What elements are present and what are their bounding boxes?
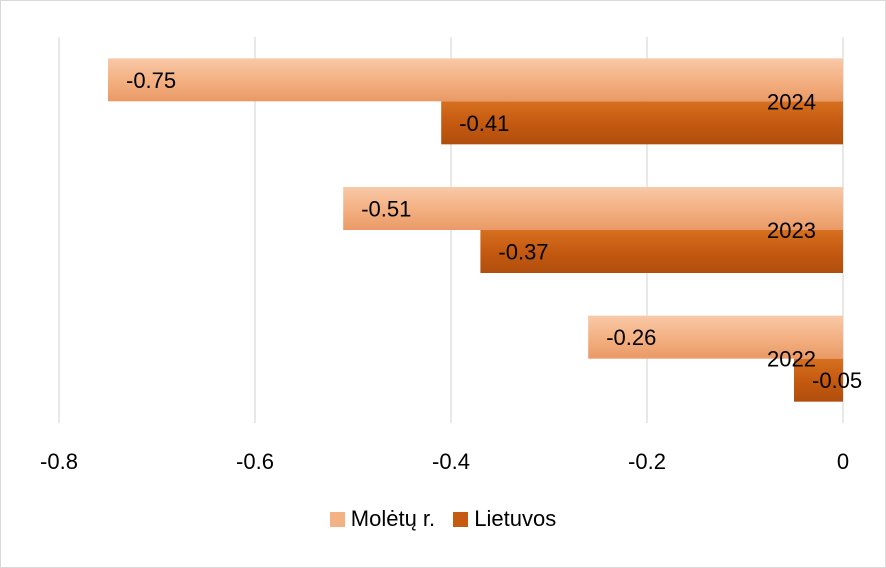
data-label: -0.37	[498, 240, 548, 265]
data-labels: -0.75 -0.41 2024 -0.51 -0.37 2023 -0.26 -0.0520…	[126, 68, 862, 393]
legend-label-lietuvos: Lietuvos	[474, 506, 557, 531]
x-tick-label: 0	[837, 449, 849, 474]
data-label: -0.05	[812, 368, 862, 393]
x-tick-label: -0.8	[40, 449, 78, 474]
legend-label-moletu: Molėtų r.	[350, 506, 436, 531]
bar-lietuvos-2023	[480, 230, 843, 273]
bar-moletu-2024	[108, 58, 843, 102]
category-label: 2023	[767, 218, 816, 243]
x-tick-label: -0.2	[628, 449, 666, 474]
data-label: -0.41	[459, 111, 509, 136]
bar-moletu-2023	[343, 187, 843, 230]
x-tick-label: -0.6	[236, 449, 274, 474]
data-label: -0.26	[606, 325, 656, 350]
legend-swatch-moletu	[329, 511, 345, 527]
bar-lietuvos-2024	[441, 101, 843, 145]
bar-moletu-2022	[588, 315, 843, 359]
bars	[108, 58, 843, 402]
x-axis-tick-labels: -0.8 -0.6 -0.4 -0.2 0	[40, 449, 849, 474]
bar-lietuvos-2022	[794, 358, 843, 402]
data-label: -0.75	[126, 68, 176, 93]
legend-item-lietuvos: Lietuvos	[453, 506, 556, 532]
x-tick-label: -0.4	[432, 449, 470, 474]
category-label: 2022	[767, 347, 816, 372]
data-label: -0.51	[361, 197, 411, 222]
category-label: 2024	[767, 89, 816, 114]
legend-item-moletu: Molėtų r.	[329, 506, 436, 532]
legend: Molėtų r. Lietuvos	[1, 506, 885, 533]
bar-chart: -0.75 -0.41 2024 -0.51 -0.37 2023 -0.26 -0.0520…	[40, 37, 862, 474]
legend-swatch-lietuvos	[453, 511, 469, 527]
